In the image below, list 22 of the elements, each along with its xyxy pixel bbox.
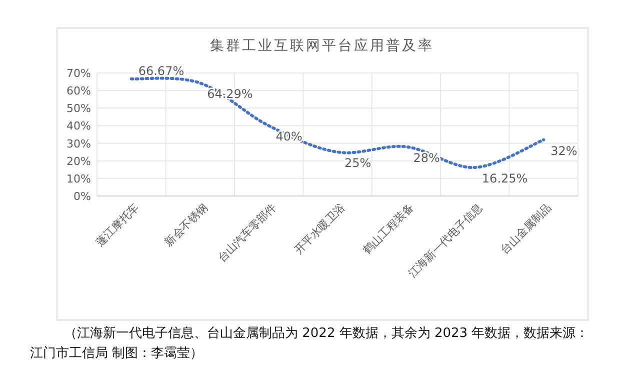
x-tick-label: 鹤山工程装备 — [360, 200, 416, 257]
y-tick-label: 70% — [66, 67, 91, 80]
x-tick-label: 蓬江摩托车 — [93, 200, 142, 250]
line-series — [130, 76, 546, 169]
x-tick-label: 台山金属制品 — [498, 200, 554, 257]
text: （江海新一代电子信息、台山金属制品为 2022 年数据，其余为 2023 年数据，数据来源：江门市工信局 制图：李霭莹） — [30, 325, 590, 363]
data-label: 28% — [413, 150, 440, 165]
y-tick-label: 20% — [66, 154, 91, 168]
y-tick-label: 10% — [66, 172, 91, 186]
y-tick-label: 60% — [66, 84, 91, 98]
data-label: 25% — [344, 156, 372, 170]
y-tick-label: 50% — [66, 102, 91, 116]
chart-title: 集群工业互联网平台应用普及率 — [210, 37, 434, 54]
x-tick-label: 台山汽车零部件 — [215, 200, 279, 265]
x-tick-label: 开平水暖卫浴 — [292, 200, 348, 257]
data-label: 66.67% — [138, 64, 184, 78]
y-tick-label: 40% — [66, 120, 91, 133]
data-label: 32% — [550, 144, 578, 158]
y-tick-label: 0% — [74, 190, 91, 203]
y-tick-label: 30% — [66, 137, 91, 150]
x-tick-label: 新会不锈钢 — [162, 200, 210, 250]
data-label: 16.25% — [482, 171, 528, 186]
